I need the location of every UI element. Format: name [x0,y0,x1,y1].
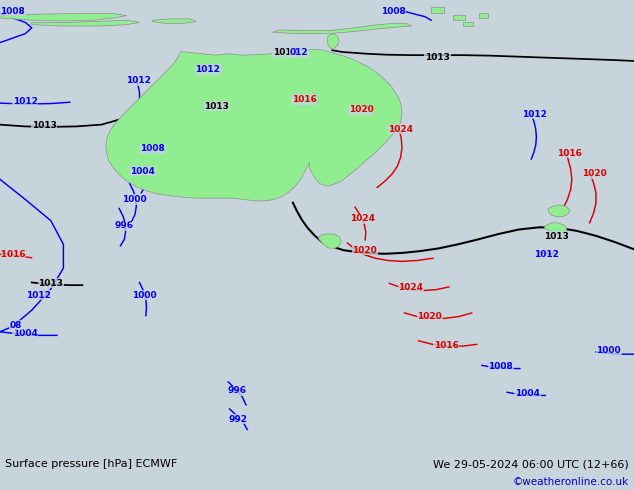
Text: 1008: 1008 [488,362,514,371]
Text: Surface pressure [hPa] ECMWF: Surface pressure [hPa] ECMWF [5,459,178,469]
Polygon shape [548,205,569,217]
Text: 1016: 1016 [434,341,459,350]
Text: 992: 992 [229,415,248,424]
Text: 1012: 1012 [25,291,51,299]
Text: 1012: 1012 [13,98,38,106]
Text: 1000: 1000 [597,346,621,355]
Text: ©weatheronline.co.uk: ©weatheronline.co.uk [513,477,629,487]
Text: 1004: 1004 [130,167,155,176]
Polygon shape [453,15,465,20]
Text: 1020: 1020 [349,105,374,114]
Text: 012: 012 [290,49,309,57]
Text: 1024: 1024 [398,283,424,293]
Text: 1020: 1020 [582,170,607,178]
Text: 1013: 1013 [273,49,298,57]
Polygon shape [544,223,567,234]
Polygon shape [318,234,341,248]
Polygon shape [431,7,444,13]
Text: 996: 996 [115,221,134,230]
Text: 1020: 1020 [417,312,443,321]
Polygon shape [327,34,339,49]
Text: 1012: 1012 [126,76,151,85]
Text: We 29-05-2024 06:00 UTC (12+66): We 29-05-2024 06:00 UTC (12+66) [433,459,629,469]
Polygon shape [32,20,139,26]
Text: 1024: 1024 [388,124,413,134]
Text: 1008: 1008 [0,7,25,16]
Text: 996: 996 [228,387,247,395]
Text: 1020: 1020 [352,245,377,255]
Text: 1013: 1013 [543,232,569,241]
Text: 1008: 1008 [380,7,406,16]
Text: 1016: 1016 [292,95,317,104]
Text: 1016: 1016 [557,149,582,158]
Text: 1013: 1013 [204,102,230,111]
Text: 1000: 1000 [122,195,146,204]
Text: 1004: 1004 [13,329,38,338]
Text: 1013: 1013 [425,53,450,62]
Polygon shape [463,22,473,26]
Text: 1013: 1013 [32,121,57,130]
Text: 1013: 1013 [38,279,63,288]
Polygon shape [106,49,402,201]
Polygon shape [273,24,412,34]
Text: 1008: 1008 [139,145,165,153]
Text: 1024: 1024 [350,214,375,223]
Text: 1012: 1012 [534,250,559,259]
Text: 1012: 1012 [195,65,221,74]
Polygon shape [479,13,488,18]
Text: -1016: -1016 [0,250,26,259]
Text: 1012: 1012 [522,110,547,119]
Polygon shape [152,19,197,24]
Text: 08: 08 [10,320,22,330]
Text: 1004: 1004 [515,389,540,398]
Text: 1000: 1000 [133,291,157,299]
Polygon shape [0,13,127,21]
